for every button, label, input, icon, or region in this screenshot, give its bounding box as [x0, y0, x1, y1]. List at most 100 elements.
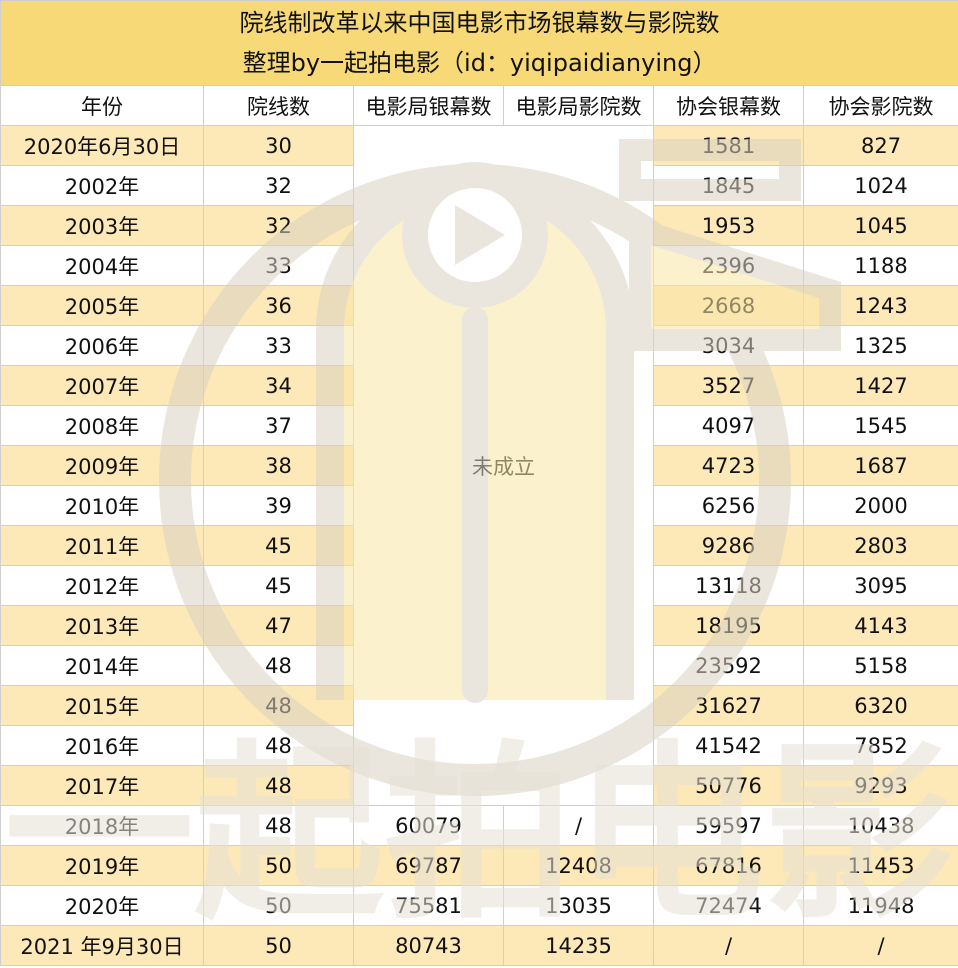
cell-year: 2021 年9月30日 — [0, 925, 204, 966]
cell-assoc-cinemas: 9293 — [802, 765, 958, 806]
cell-year: 2005年 — [0, 285, 204, 326]
cell-assoc-screens: 23592 — [653, 645, 804, 686]
table-row: 2018年 48 60079/59597 10438 — [0, 805, 958, 846]
cell-bureau-screens: 75581 — [353, 885, 504, 926]
cell-assoc-screens: 31627 — [653, 685, 804, 726]
cell-assoc-screens: 18195 — [653, 605, 804, 646]
cell-assoc-screens: 41542 — [653, 725, 804, 766]
cell-assoc-screens: 72474 — [653, 885, 804, 926]
cell-chains: 39 — [203, 485, 354, 526]
column-header-bureau-cinemas: 电影局影院数 — [503, 85, 654, 126]
cell-year: 2014年 — [0, 645, 204, 686]
cell-assoc-cinemas: 11948 — [802, 885, 958, 926]
cell-year: 2016年 — [0, 725, 204, 766]
cell-assoc-screens: 9286 — [653, 525, 804, 566]
cell-chains: 48 — [203, 645, 354, 686]
cell-assoc-cinemas: 3095 — [802, 565, 958, 606]
cell-assoc-screens: 50776 — [653, 765, 804, 806]
cell-bureau-cinemas: 14235 — [503, 925, 654, 966]
cell-chains: 37 — [203, 405, 354, 446]
cell-chains: 50 — [203, 925, 354, 966]
table-title: 院线制改革以来中国电影市场银幕数与影院数 — [239, 9, 720, 37]
cell-year: 2012年 — [0, 565, 204, 606]
cell-year: 2011年 — [0, 525, 204, 566]
cell-bureau-screens: 69787 — [353, 845, 504, 886]
cell-year: 2002年 — [0, 165, 204, 206]
cell-year: 2017年 — [0, 765, 204, 806]
cell-assoc-cinemas: 827 — [802, 125, 958, 166]
cell-assoc-cinemas: 2803 — [802, 525, 958, 566]
table-row: 2020年 50 75581 13035 72474 11948 — [0, 885, 958, 926]
cell-chains: 32 — [203, 205, 354, 246]
cell-chains: 32 — [203, 165, 354, 206]
cell-assoc-cinemas: 6320 — [802, 685, 958, 726]
cell-assoc-cinemas: 1024 — [802, 165, 958, 206]
title-cell: 院线制改革以来中国电影市场银幕数与影院数 整理by一起拍电影（id：yiqipa… — [0, 0, 958, 86]
cell-assoc-cinemas: 1188 — [802, 245, 958, 286]
table-subtitle: 整理by一起拍电影（id：yiqipaidianying） — [242, 49, 717, 77]
cell-bureau-cinemas: 13035 — [503, 885, 654, 926]
merged-note-cell: 未成立 — [353, 125, 654, 806]
cell-assoc-cinemas: 11453 — [802, 845, 958, 886]
cell-assoc-screens: 67816 — [653, 845, 804, 886]
cell-year: 2010年 — [0, 485, 204, 526]
cell-year: 2019年 — [0, 845, 204, 886]
table-row: 2020年6月30日 30 未成立 1581 827 — [0, 125, 958, 806]
cell-assoc-screens: 13118 — [653, 565, 804, 606]
cell-assoc-screens: 1845 — [653, 165, 804, 206]
cell-chains: 38 — [203, 445, 354, 486]
header-row: 年份 院线数 电影局银幕数 电影局影院数 协会银幕数 协会影院数 — [0, 85, 958, 126]
cell-chains: 45 — [203, 525, 354, 566]
table-row: 2019年 50 69787 12408 67816 11453 — [0, 845, 958, 886]
cell-chains: 45 — [203, 565, 354, 606]
cell-year: 2008年 — [0, 405, 204, 446]
column-header-assoc-cinemas: 协会影院数 — [802, 85, 958, 126]
cell-chains: 50 — [203, 845, 354, 886]
table-row: 2021 年9月30日 50 80743 14235// — [0, 925, 958, 966]
cell-chains: 48 — [203, 685, 354, 726]
cell-assoc-cinemas: 4143 — [802, 605, 958, 646]
cell-assoc-screens: 3527 — [653, 365, 804, 406]
cell-year: 2013年 — [0, 605, 204, 646]
cell-bureau-screens: 80743 — [353, 925, 504, 966]
cell-assoc-cinemas: 5158 — [802, 645, 958, 686]
cell-assoc-cinemas: 10438 — [802, 805, 958, 846]
cell-year: 2009年 — [0, 445, 204, 486]
cell-year: 2007年 — [0, 365, 204, 406]
cell-assoc-screens: 1953 — [653, 205, 804, 246]
cell-bureau-cinemas: / — [503, 805, 654, 846]
cell-chains: 47 — [203, 605, 354, 646]
cell-year: 2006年 — [0, 325, 204, 366]
cell-year: 2004年 — [0, 245, 204, 286]
cell-bureau-cinemas: 12408 — [503, 845, 654, 886]
cell-year: 2020年6月30日 — [0, 125, 204, 166]
cell-chains: 50 — [203, 885, 354, 926]
cell-assoc-cinemas: 1325 — [802, 325, 958, 366]
column-header-bureau-screens: 电影局银幕数 — [353, 85, 504, 126]
cell-assoc-cinemas: 7852 — [802, 725, 958, 766]
cell-assoc-cinemas: 1427 — [802, 365, 958, 406]
cell-year: 2020年 — [0, 885, 204, 926]
cell-assoc-screens: 2668 — [653, 285, 804, 326]
cell-chains: 48 — [203, 765, 354, 806]
cell-chains: 34 — [203, 365, 354, 406]
cell-year: 2015年 — [0, 685, 204, 726]
cell-chains: 36 — [203, 285, 354, 326]
cell-bureau-screens: 60079 — [353, 805, 504, 846]
cell-assoc-cinemas: 1243 — [802, 285, 958, 326]
cell-assoc-cinemas: / — [802, 925, 958, 966]
cell-assoc-screens: 6256 — [653, 485, 804, 526]
cell-chains: 33 — [203, 325, 354, 366]
cell-year: 2003年 — [0, 205, 204, 246]
cell-assoc-screens: 2396 — [653, 245, 804, 286]
cell-assoc-screens: 59597 — [653, 805, 804, 846]
column-header-chains: 院线数 — [203, 85, 354, 126]
cell-chains: 48 — [203, 725, 354, 766]
cell-assoc-cinemas: 1687 — [802, 445, 958, 486]
column-header-assoc-screens: 协会银幕数 — [653, 85, 804, 126]
cell-chains: 30 — [203, 125, 354, 166]
cell-assoc-screens: 4097 — [653, 405, 804, 446]
cell-year: 2018年 — [0, 805, 204, 846]
